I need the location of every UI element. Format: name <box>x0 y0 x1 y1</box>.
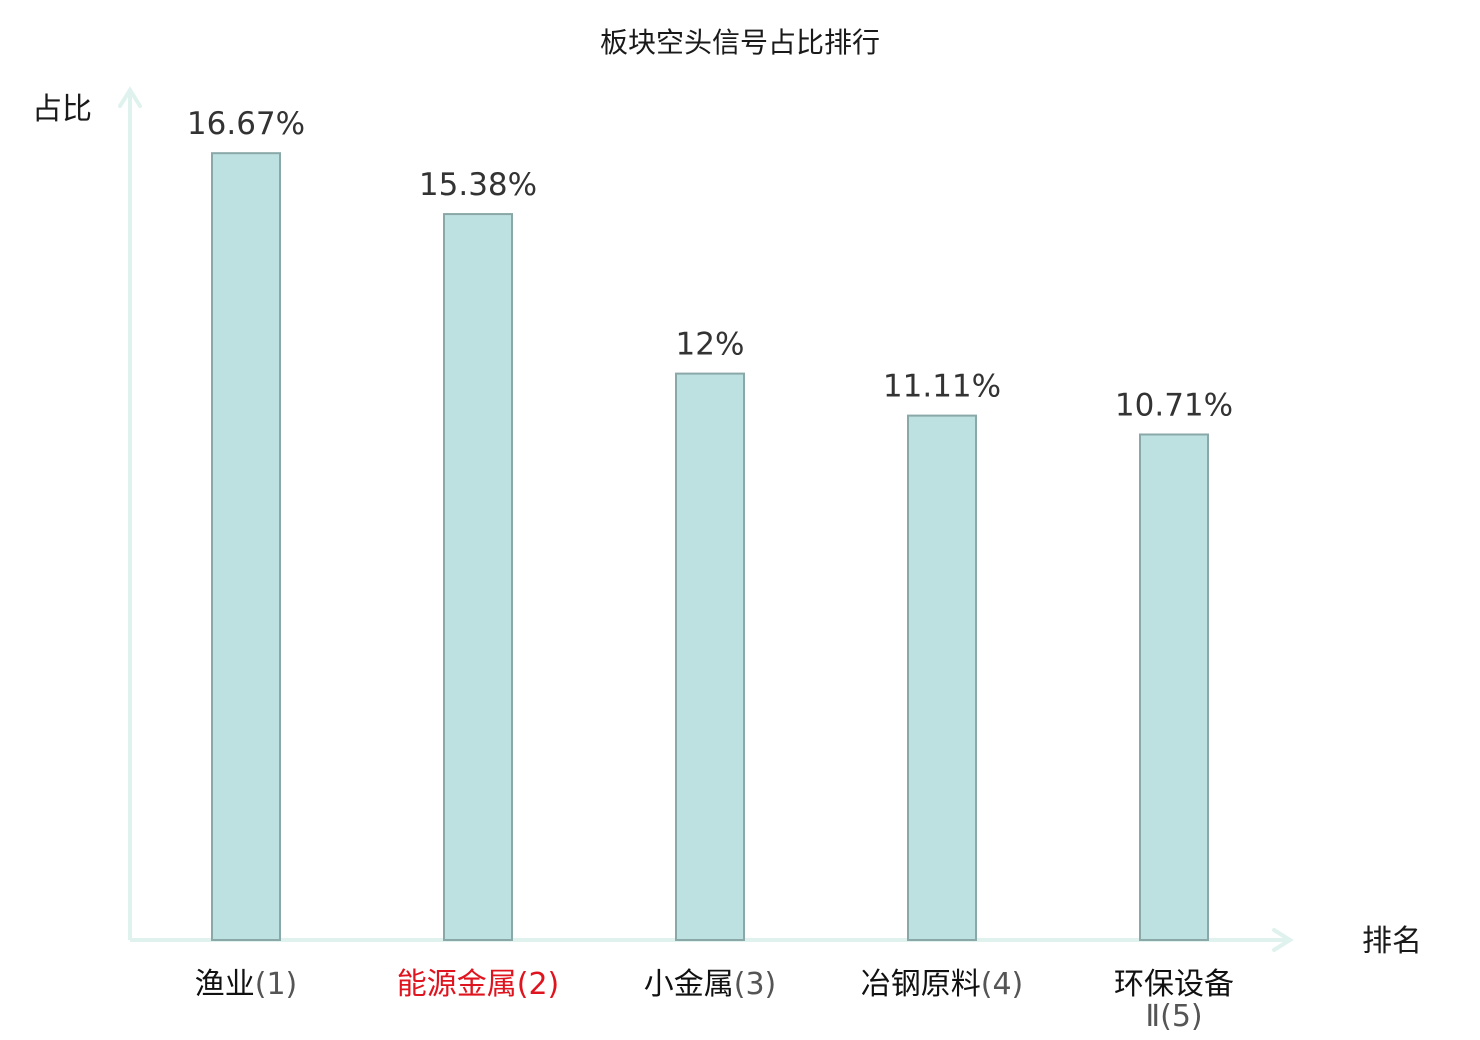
svg-text:能源金属(2): 能源金属(2) <box>397 967 560 1002</box>
category-rank: (4) <box>981 967 1024 1002</box>
y-axis-label: 占比 <box>32 92 92 127</box>
category-name: 小金属 <box>644 967 734 1002</box>
category-name-line2: Ⅱ <box>1145 999 1160 1034</box>
category-rank: (2) <box>517 967 560 1002</box>
category-name: 能源金属 <box>397 967 517 1002</box>
category-label: 小金属(3) <box>644 967 777 1002</box>
category-name: 冶钢原料 <box>861 967 981 1002</box>
x-axis-arrow <box>1272 928 1294 952</box>
value-label: 10.71% <box>1115 387 1233 423</box>
value-label: 15.38% <box>419 167 537 203</box>
category-rank: (3) <box>734 967 777 1002</box>
svg-text:环保设备: 环保设备 <box>1114 967 1234 1002</box>
category-rank: (1) <box>255 967 298 1002</box>
bar <box>1139 433 1209 941</box>
bars <box>211 152 1209 942</box>
value-label: 11.11% <box>883 369 1001 405</box>
category-label: 渔业(1) <box>195 967 298 1002</box>
bar <box>907 414 977 942</box>
chart-title: 板块空头信号占比排行 <box>600 26 880 59</box>
bar <box>211 152 281 941</box>
y-axis-arrow <box>118 86 142 108</box>
category-name: 渔业 <box>195 967 255 1002</box>
svg-text:渔业(1): 渔业(1) <box>195 967 298 1002</box>
value-labels: 16.67% 15.38% 12% 11.11% 10.71% <box>187 106 1233 423</box>
svg-text:冶钢原料(4): 冶钢原料(4) <box>861 967 1024 1002</box>
category-rank: (5) <box>1160 999 1203 1034</box>
svg-text:Ⅱ(5): Ⅱ(5) <box>1145 999 1202 1034</box>
value-label: 16.67% <box>187 106 305 142</box>
bar <box>675 372 745 942</box>
svg-text:小金属(3): 小金属(3) <box>644 967 777 1002</box>
bar <box>443 213 513 941</box>
x-axis-label: 排名 <box>1362 924 1422 959</box>
value-label: 12% <box>676 327 745 363</box>
category-name: 环保设备 <box>1114 967 1234 1002</box>
category-label: 冶钢原料(4) <box>861 967 1024 1002</box>
category-label: 能源金属(2) <box>397 967 560 1002</box>
